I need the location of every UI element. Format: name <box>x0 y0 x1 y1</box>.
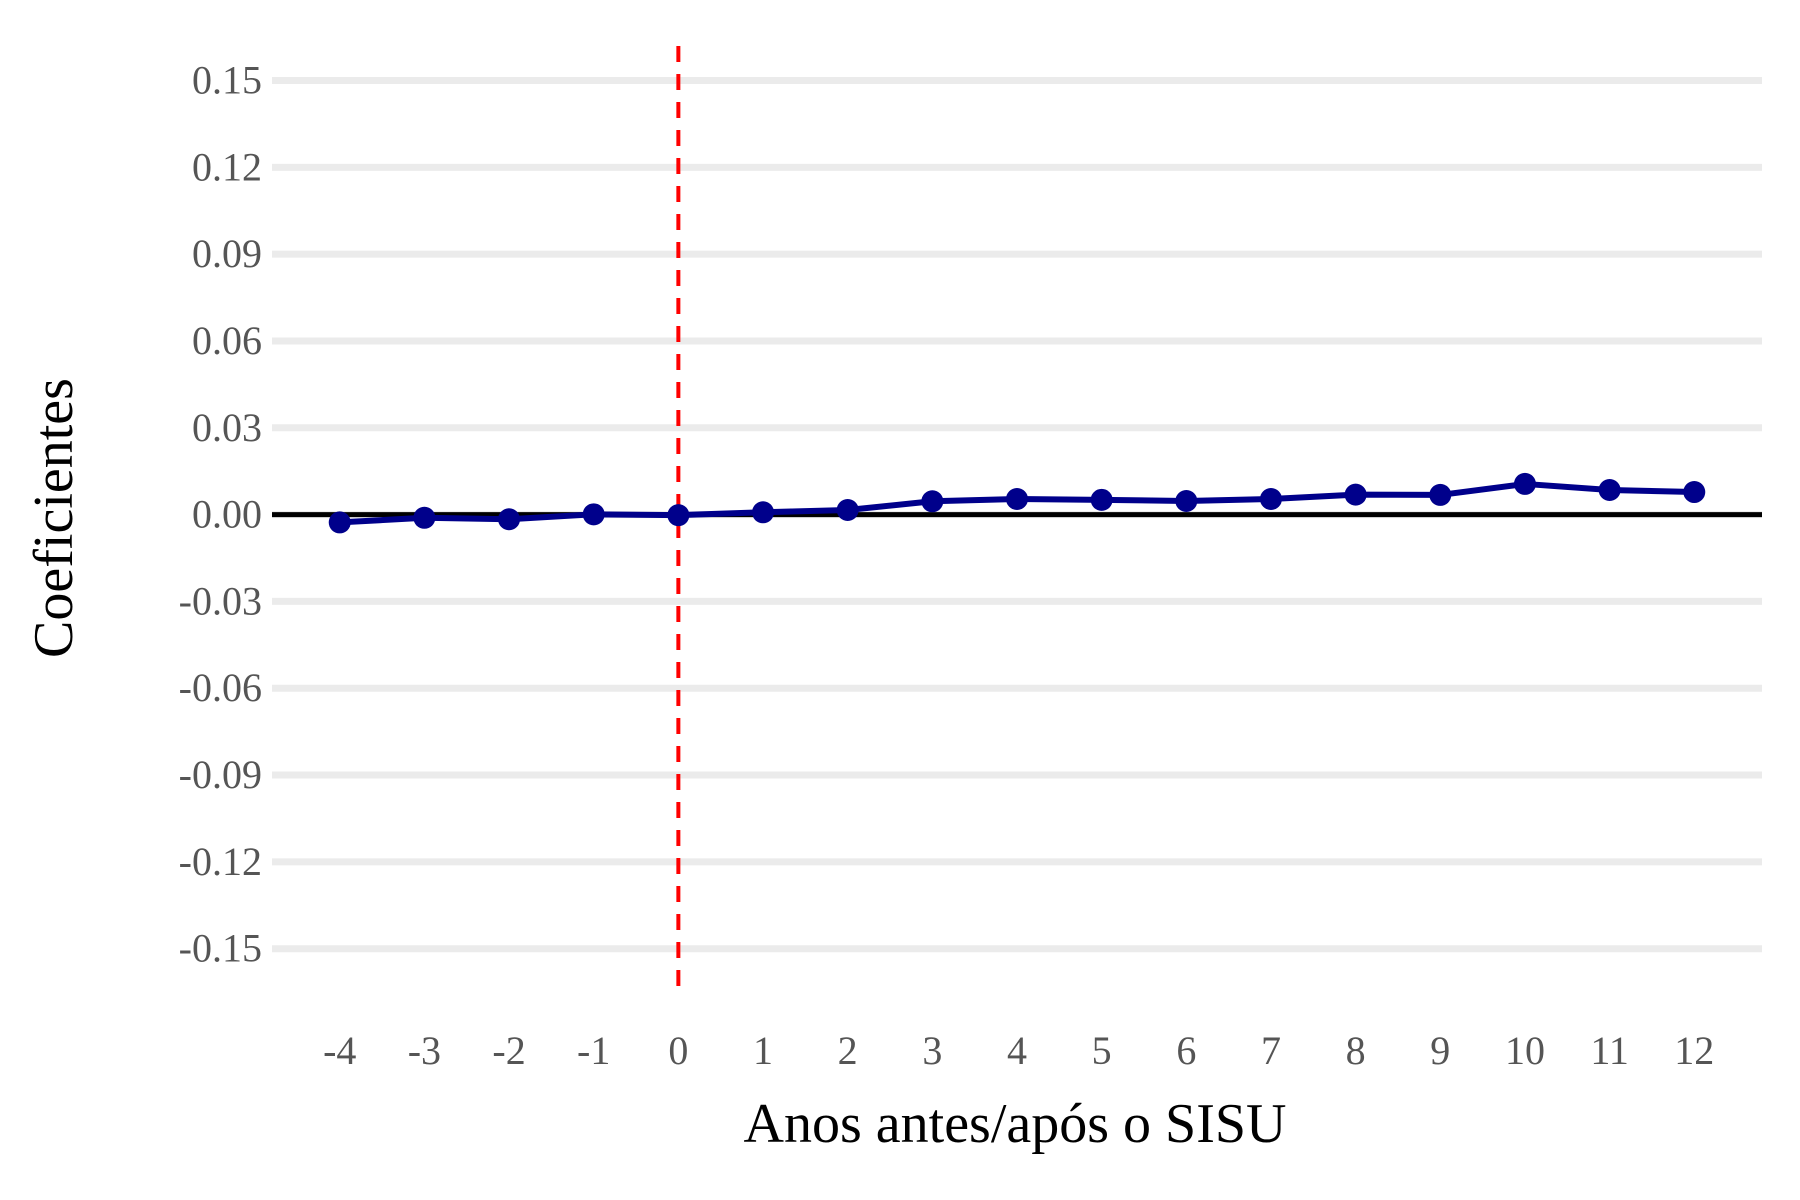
y-tick-label: -0.12 <box>179 839 262 884</box>
y-tick-label: -0.15 <box>179 926 262 971</box>
data-point <box>836 498 859 521</box>
x-tick-label: 7 <box>1261 1028 1281 1073</box>
data-point <box>667 504 690 527</box>
y-tick-label: -0.03 <box>179 578 262 623</box>
data-point <box>1513 472 1536 495</box>
x-tick-label: 8 <box>1346 1028 1366 1073</box>
x-tick-label: -3 <box>408 1028 441 1073</box>
x-tick-labels: -4 -3 -2 -1 0 1 2 3 4 5 6 7 8 9 10 11 12 <box>323 1028 1714 1073</box>
x-tick-label: 5 <box>1092 1028 1112 1073</box>
y-tick-label: 0.15 <box>192 58 262 103</box>
x-tick-label: 0 <box>668 1028 688 1073</box>
x-tick-label: -4 <box>323 1028 356 1073</box>
y-tick-label: 0.03 <box>192 405 262 450</box>
series-group <box>328 472 1706 534</box>
data-point <box>921 490 944 513</box>
data-point <box>1006 487 1028 510</box>
x-tick-label: 6 <box>1176 1028 1196 1073</box>
y-tick-label: 0.12 <box>192 144 262 189</box>
y-tick-label: 0.09 <box>192 231 262 276</box>
data-point <box>498 508 521 531</box>
x-tick-label: -2 <box>492 1028 525 1073</box>
x-tick-label: 11 <box>1590 1028 1629 1073</box>
data-point <box>328 511 351 534</box>
x-tick-label: -1 <box>577 1028 610 1073</box>
data-point <box>752 501 775 524</box>
x-axis-title: Anos antes/após o SISU <box>744 1093 1287 1155</box>
data-point <box>1683 481 1706 504</box>
data-point <box>1090 488 1113 511</box>
x-tick-label: 10 <box>1505 1028 1545 1073</box>
x-tick-label: 4 <box>1007 1028 1027 1073</box>
y-tick-labels: 0.15 0.12 0.09 0.06 0.03 0.00 -0.03 -0.06 -0.09 -… <box>179 58 262 971</box>
data-point <box>1598 479 1621 502</box>
x-tick-label: 3 <box>922 1028 942 1073</box>
y-tick-label: 0.06 <box>192 318 262 363</box>
data-point <box>413 506 436 529</box>
data-point <box>1344 483 1367 506</box>
x-tick-label: 9 <box>1430 1028 1450 1073</box>
y-axis-title: Coeficientes <box>23 378 85 658</box>
y-tick-label: 0.00 <box>192 492 262 537</box>
data-point <box>1175 490 1198 513</box>
y-tick-label: -0.09 <box>179 752 262 797</box>
data-point <box>582 503 605 526</box>
data-point <box>1259 487 1282 510</box>
y-tick-label: -0.06 <box>179 665 262 710</box>
x-tick-label: 2 <box>838 1028 858 1073</box>
x-tick-label: 1 <box>753 1028 773 1073</box>
x-tick-label: 12 <box>1674 1028 1714 1073</box>
data-point <box>1429 483 1452 506</box>
